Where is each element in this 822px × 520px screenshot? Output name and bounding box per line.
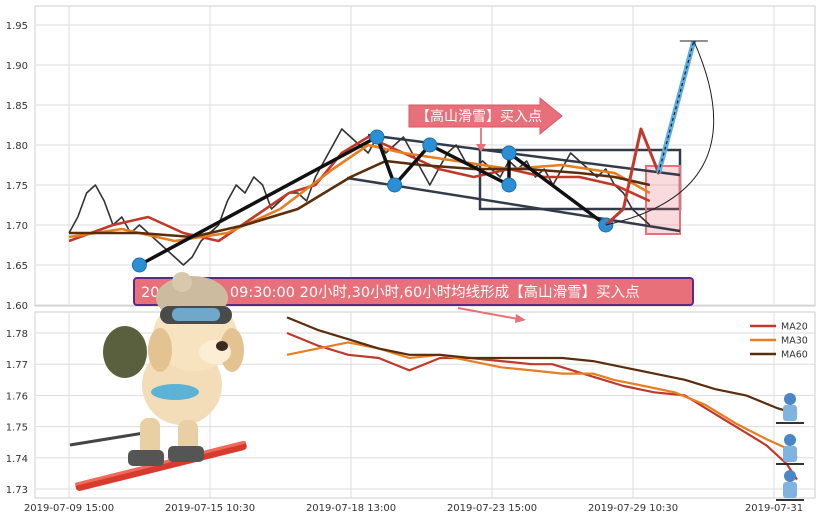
price-y-tick-labels: 1.60 1.65 1.70 1.75 1.80 1.85 1.90 1.95	[6, 21, 28, 312]
ma-y-tick-label: 1.74	[6, 454, 28, 465]
forecast-path	[604, 40, 715, 227]
ma-y-tick-labels: 1.73 1.74 1.75 1.76 1.77 1.78	[6, 329, 28, 496]
pattern-point	[501, 177, 517, 193]
ma-y-tick-label: 1.78	[6, 329, 28, 340]
ma-x-tick-labels: 2019-07-09 15:00 2019-07-15 10:30 2019-07-…	[24, 503, 803, 514]
price-series-line	[68, 135, 651, 243]
price-panel: 1.60 1.65 1.70 1.75 1.80 1.85 1.90 1.95 【高山滑雪】买…	[6, 5, 816, 312]
price-y-tick-label: 1.95	[6, 21, 28, 32]
price-y-tick-label: 1.70	[6, 221, 28, 232]
ma-series-line	[286, 331, 798, 481]
ski-dog-mascot-icon	[69, 272, 247, 491]
buy-point-callout: 【高山滑雪】买入点	[408, 96, 563, 152]
pattern-point	[501, 145, 517, 161]
ma-y-tick-label: 1.75	[6, 423, 28, 434]
formation-banner-label: 2019-07-24 09:30:00 20小时,30小时,60小时均线形成【高…	[141, 284, 640, 301]
ma-x-tick-label: 2019-07-23 15:00	[447, 503, 537, 514]
forecast-arc	[605, 40, 715, 226]
pattern-point	[131, 257, 147, 273]
buy-point-callout-shape	[408, 96, 563, 136]
legend-label: MA30	[781, 336, 808, 347]
upper-trendline	[367, 133, 681, 177]
ma-legend: MA20 MA30 MA60	[750, 322, 808, 361]
formation-banner-arrowhead	[515, 314, 526, 323]
ma-series	[286, 316, 798, 481]
buy-point-callout-arrowhead	[476, 144, 486, 152]
price-y-tick-label: 1.60	[6, 301, 28, 312]
breakout-zone	[645, 165, 681, 235]
forecast-target-dash	[658, 40, 695, 174]
ma-x-tick-label: 2019-07-18 13:00	[306, 503, 396, 514]
price-y-tick-label: 1.85	[6, 101, 28, 112]
pattern-point	[369, 129, 385, 145]
price-y-tick-label: 1.75	[6, 181, 28, 192]
ma-y-tick-label: 1.73	[6, 485, 28, 496]
ma-y-tick-label: 1.77	[6, 360, 28, 371]
ma-x-tick-label: 2019-07-31	[745, 503, 803, 514]
formation-banner-pointer	[457, 307, 519, 320]
price-y-tick-label: 1.80	[6, 141, 28, 152]
pattern-points	[131, 129, 614, 273]
ma-x-tick-label: 2019-07-29 10:30	[588, 503, 678, 514]
ma-y-tick-label: 1.76	[6, 391, 28, 402]
legend-label: MA20	[781, 322, 808, 333]
ma-x-tick-label: 2019-07-15 10:30	[165, 503, 255, 514]
ma-x-tick-label: 2019-07-09 15:00	[24, 503, 114, 514]
buy-point-callout-label: 【高山滑雪】买入点	[416, 108, 542, 125]
lower-trendline	[346, 176, 681, 233]
price-y-tick-label: 1.90	[6, 61, 28, 72]
formation-banner-box	[133, 277, 694, 306]
formation-banner: 2019-07-24 09:30:00 20小时,30小时,60小时均线形成【高…	[133, 277, 694, 323]
price-series-line	[68, 143, 651, 243]
ma-series-line	[286, 316, 798, 416]
price-y-tick-label: 1.65	[6, 261, 28, 272]
skier-figure-icon	[776, 393, 804, 501]
pattern-point	[387, 177, 403, 193]
pattern-point	[422, 137, 438, 153]
legend-label: MA60	[781, 350, 808, 361]
